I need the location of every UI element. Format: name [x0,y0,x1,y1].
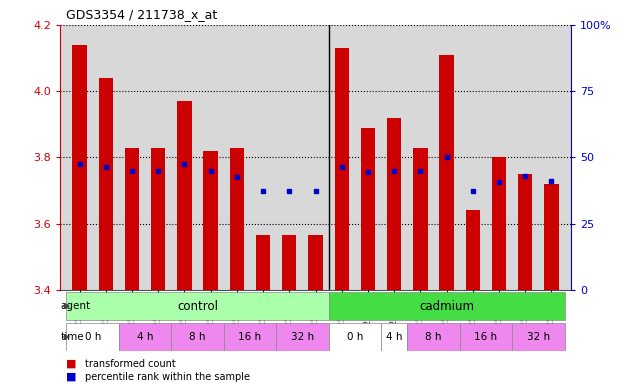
Bar [177,101,192,290]
Bar [276,323,329,351]
Text: 16 h: 16 h [239,332,261,342]
Bar [329,323,381,351]
Bar [381,323,407,351]
Text: 4 h: 4 h [386,332,403,342]
Bar [230,147,244,290]
Bar [203,151,218,290]
Bar [459,323,512,351]
Bar [407,323,459,351]
Text: 8 h: 8 h [425,332,442,342]
Text: agent: agent [61,301,91,311]
Bar [413,147,428,290]
Text: 8 h: 8 h [189,332,206,342]
Bar [309,235,322,290]
Bar [518,174,533,290]
Text: 4 h: 4 h [137,332,153,342]
Text: 0 h: 0 h [346,332,363,342]
Bar [256,235,270,290]
Text: 0 h: 0 h [85,332,101,342]
Bar [151,147,165,290]
Bar [512,323,565,351]
Text: GDS3354 / 211738_x_at: GDS3354 / 211738_x_at [66,8,218,21]
Bar [66,293,329,320]
Text: time: time [61,332,84,342]
Bar [98,78,113,290]
Text: 16 h: 16 h [475,332,497,342]
Text: ■: ■ [66,359,77,369]
Bar [119,323,172,351]
Bar [329,293,565,320]
Bar [224,323,276,351]
Text: control: control [177,300,218,313]
Bar [172,323,224,351]
Bar [125,147,139,290]
Text: transformed count: transformed count [85,359,176,369]
Bar [492,157,506,290]
Bar [361,127,375,290]
Bar [439,55,454,290]
Bar [66,323,119,351]
Bar [282,235,297,290]
Bar [387,118,401,290]
Text: 32 h: 32 h [291,332,314,342]
Text: ■: ■ [66,372,77,382]
Bar [334,48,349,290]
Text: 32 h: 32 h [527,332,550,342]
Bar [544,184,558,290]
Bar [73,45,87,290]
Bar [466,210,480,290]
Text: cadmium: cadmium [419,300,474,313]
Text: percentile rank within the sample: percentile rank within the sample [85,372,250,382]
